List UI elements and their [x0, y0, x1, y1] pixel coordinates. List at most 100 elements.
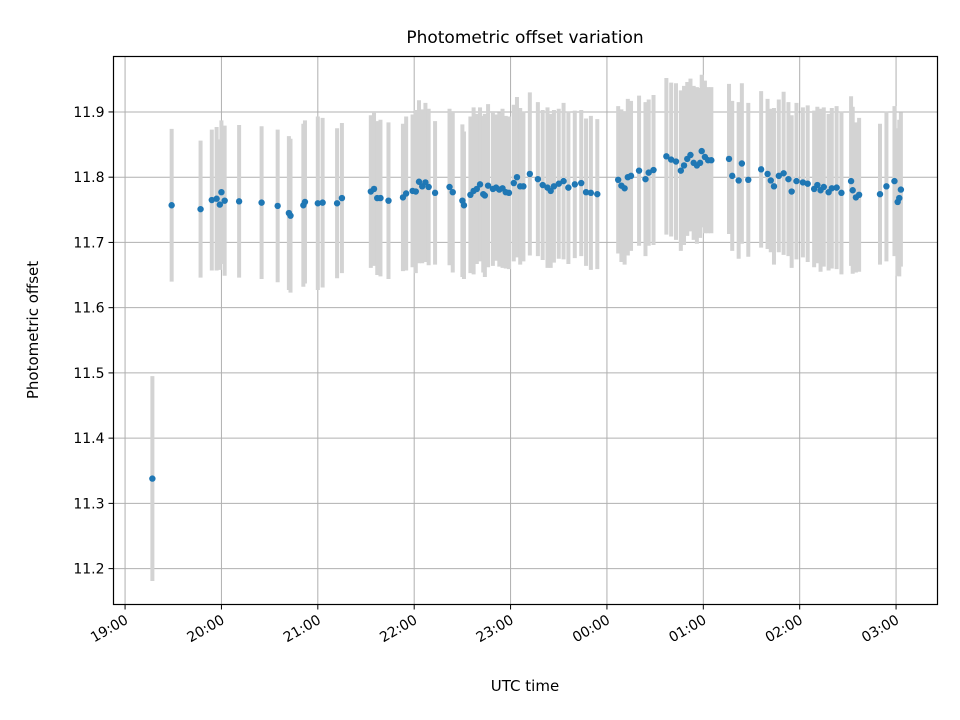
data-point	[635, 167, 643, 174]
data-point	[481, 192, 489, 199]
data-point	[667, 156, 675, 163]
data-point	[708, 157, 715, 164]
data-point	[735, 177, 742, 184]
y-tick-label: 11.3	[73, 496, 104, 512]
y-tick-label: 11.9	[73, 105, 104, 121]
data-point	[338, 194, 346, 202]
data-point	[650, 166, 657, 174]
x-tick-label: 00:00	[570, 612, 613, 646]
y-tick-label: 11.5	[73, 366, 104, 382]
data-point	[314, 200, 322, 207]
data-point	[764, 170, 771, 178]
data-point	[793, 177, 800, 185]
x-tick-label: 20:00	[184, 612, 227, 646]
x-tick-label: 01:00	[666, 612, 709, 646]
data-point	[476, 181, 484, 188]
data-point	[578, 179, 585, 187]
data-point	[513, 173, 521, 181]
data-point	[484, 182, 492, 189]
data-point	[168, 202, 175, 209]
plot-frame	[112, 55, 939, 606]
data-point	[738, 160, 746, 167]
data-point	[446, 183, 453, 191]
data-point	[663, 153, 670, 160]
data-point	[696, 159, 704, 167]
x-tick-label: 22:00	[377, 612, 420, 646]
data-point	[539, 181, 546, 189]
data-point	[555, 180, 562, 187]
data-point	[814, 181, 821, 189]
y-axis-ticks: 11.2 11.3 11.4 11.5 11.6 11.7 11.8 11.9	[73, 105, 114, 578]
data-point	[849, 187, 856, 194]
data-point	[565, 184, 572, 191]
data-point	[526, 170, 534, 178]
data-point	[422, 179, 429, 186]
data-point	[745, 176, 752, 183]
data-point	[208, 196, 216, 204]
data-point	[197, 205, 204, 213]
y-tick-label: 11.2	[73, 562, 104, 578]
data-point	[216, 201, 224, 208]
data-point	[287, 212, 294, 219]
data-point	[235, 198, 243, 205]
data-point	[571, 181, 579, 188]
data-point	[534, 175, 542, 183]
y-tick-label: 11.6	[73, 301, 104, 317]
data-point	[213, 195, 220, 202]
data-point	[587, 189, 595, 197]
data-point	[258, 199, 265, 206]
data-point	[594, 190, 601, 198]
data-point	[460, 202, 468, 209]
data-point	[402, 190, 410, 197]
data-point	[642, 175, 649, 183]
data-point	[785, 175, 792, 183]
x-tick-label: 23:00	[474, 612, 517, 646]
data-point	[520, 183, 527, 190]
data-point	[449, 188, 456, 196]
data-point	[680, 162, 688, 169]
x-tick-label: 03:00	[859, 612, 902, 646]
x-tick-label: 21:00	[281, 612, 324, 646]
data-point	[473, 185, 481, 193]
data-point	[855, 191, 863, 199]
data-point	[799, 179, 807, 186]
data-points	[149, 147, 905, 482]
data-point	[614, 176, 622, 183]
y-tick-label: 11.8	[73, 170, 104, 186]
data-point	[804, 180, 811, 187]
data-point	[876, 190, 884, 198]
data-point	[767, 177, 774, 184]
x-tick-label: 19:00	[88, 612, 131, 646]
data-point	[757, 166, 765, 173]
data-point	[505, 189, 513, 197]
data-point	[672, 158, 680, 165]
data-point	[274, 202, 281, 210]
data-point	[833, 184, 840, 191]
data-point	[883, 183, 890, 190]
data-point	[370, 185, 378, 193]
data-point	[560, 177, 567, 185]
y-tick-label: 11.4	[73, 431, 104, 447]
data-point	[301, 198, 309, 206]
data-point	[820, 183, 827, 191]
data-point	[770, 183, 778, 190]
data-point	[897, 186, 905, 193]
data-point	[415, 178, 423, 185]
chart-title: Photometric offset variation	[406, 28, 643, 48]
data-point	[149, 475, 156, 482]
data-point	[677, 167, 685, 174]
data-point	[847, 177, 855, 185]
y-tick-label: 11.7	[73, 235, 104, 251]
data-point	[780, 170, 787, 177]
data-point	[828, 185, 836, 192]
data-point	[547, 187, 554, 195]
x-axis-ticks: 19:00 20:00 21:00 22:00 23:00 00:00 01:00 02:00…	[88, 604, 902, 646]
data-point	[725, 155, 733, 163]
data-point	[687, 151, 694, 159]
data-point	[775, 172, 783, 180]
data-point	[838, 189, 845, 197]
data-point	[550, 183, 558, 190]
x-axis-label: UTC time	[491, 677, 559, 695]
y-axis-label: Photometric offset	[24, 261, 42, 399]
data-point	[891, 177, 898, 185]
